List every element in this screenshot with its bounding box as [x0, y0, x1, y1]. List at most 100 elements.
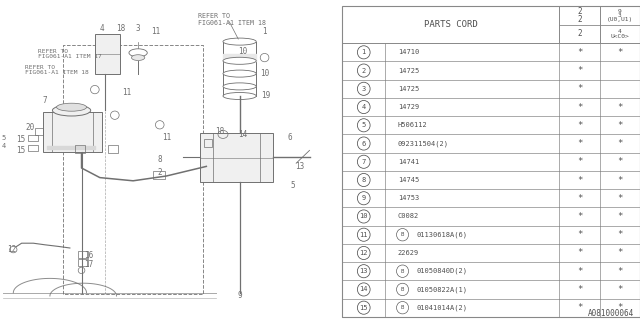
Text: 5: 5 — [2, 135, 6, 140]
Text: *: * — [617, 267, 623, 276]
Text: 12: 12 — [360, 250, 368, 256]
Text: 11: 11 — [122, 88, 131, 97]
Text: REFER TO: REFER TO — [198, 13, 230, 19]
Text: 092311504(2): 092311504(2) — [398, 140, 449, 147]
Text: *: * — [617, 48, 623, 57]
Text: 6: 6 — [287, 133, 292, 142]
Text: 5: 5 — [362, 122, 366, 128]
Text: 4: 4 — [2, 143, 6, 148]
Text: *: * — [577, 175, 582, 185]
Text: H506112: H506112 — [398, 122, 428, 128]
Text: 01041014A(2): 01041014A(2) — [417, 304, 467, 311]
Text: 3: 3 — [362, 86, 366, 92]
Text: *: * — [617, 157, 623, 166]
Bar — [75, 145, 85, 153]
Text: 8: 8 — [157, 156, 162, 164]
Text: 9: 9 — [237, 292, 242, 300]
Bar — [204, 139, 212, 147]
Ellipse shape — [52, 105, 91, 116]
Text: 7: 7 — [43, 96, 47, 105]
Text: 9
3
(U0,U1): 9 3 (U0,U1) — [607, 9, 633, 22]
Text: *: * — [617, 230, 623, 239]
Bar — [28, 135, 38, 141]
Bar — [108, 145, 118, 153]
Ellipse shape — [223, 92, 256, 100]
Text: FIG061-A1 ITEM 17: FIG061-A1 ITEM 17 — [38, 54, 102, 60]
Text: 14753: 14753 — [398, 195, 419, 201]
Text: 5: 5 — [291, 181, 295, 190]
Text: 13: 13 — [360, 268, 368, 274]
Text: FIG061-A1 ITEM 18: FIG061-A1 ITEM 18 — [198, 20, 266, 26]
Text: REFER TO: REFER TO — [25, 65, 55, 70]
Text: 3: 3 — [136, 24, 140, 33]
Text: 11: 11 — [151, 28, 161, 36]
Text: 20: 20 — [26, 124, 35, 132]
Text: *: * — [617, 175, 623, 185]
Text: 11: 11 — [162, 133, 171, 142]
Text: *: * — [577, 139, 582, 148]
Text: 1: 1 — [262, 28, 267, 36]
Text: *: * — [577, 121, 582, 130]
Text: 2: 2 — [362, 68, 366, 74]
FancyBboxPatch shape — [200, 133, 273, 182]
Text: 15: 15 — [16, 146, 25, 155]
Text: A081000064: A081000064 — [588, 309, 634, 318]
Text: B: B — [401, 269, 404, 274]
Text: 01130618A(6): 01130618A(6) — [417, 231, 467, 238]
Text: B: B — [401, 232, 404, 237]
Ellipse shape — [129, 49, 147, 57]
Text: 10: 10 — [360, 213, 368, 220]
Text: *: * — [617, 303, 623, 312]
Text: 2: 2 — [577, 29, 582, 38]
Text: B: B — [401, 305, 404, 310]
Text: 14745: 14745 — [398, 177, 419, 183]
Text: 19: 19 — [262, 92, 271, 100]
Text: *: * — [577, 84, 582, 93]
Text: 01050822A(1): 01050822A(1) — [417, 286, 467, 293]
Bar — [28, 145, 38, 151]
Text: 10: 10 — [238, 47, 248, 56]
Text: 01050840D(2): 01050840D(2) — [417, 268, 467, 275]
Text: *: * — [577, 48, 582, 57]
Text: 17: 17 — [84, 260, 94, 269]
Text: FIG061-A1 ITEM 18: FIG061-A1 ITEM 18 — [25, 70, 89, 76]
Text: 4
U<C0>: 4 U<C0> — [611, 29, 629, 39]
Ellipse shape — [56, 103, 86, 111]
Text: 13: 13 — [295, 162, 304, 171]
Text: 18: 18 — [215, 127, 224, 136]
Text: 14710: 14710 — [398, 49, 419, 55]
Text: *: * — [617, 212, 623, 221]
Text: 14741: 14741 — [398, 159, 419, 165]
Text: *: * — [617, 102, 623, 112]
Text: *: * — [577, 285, 582, 294]
Ellipse shape — [10, 246, 17, 253]
Bar — [44, 112, 102, 152]
Text: 14: 14 — [360, 286, 368, 292]
Bar — [78, 259, 88, 266]
Text: 15: 15 — [360, 305, 368, 311]
Text: *: * — [577, 157, 582, 166]
Text: 15: 15 — [16, 135, 25, 144]
Text: 14729: 14729 — [398, 104, 419, 110]
FancyBboxPatch shape — [95, 34, 120, 74]
Text: 1: 1 — [362, 49, 366, 55]
Text: *: * — [577, 248, 582, 258]
Text: 9: 9 — [362, 195, 366, 201]
Text: *: * — [617, 194, 623, 203]
Text: 2: 2 — [157, 168, 162, 177]
Text: 22629: 22629 — [398, 250, 419, 256]
Text: 10: 10 — [260, 69, 269, 78]
Text: 4: 4 — [362, 104, 366, 110]
Text: 2
2: 2 2 — [577, 7, 582, 24]
Ellipse shape — [223, 57, 256, 64]
Text: REFER TO: REFER TO — [38, 49, 68, 54]
Text: *: * — [577, 66, 582, 75]
Text: B: B — [401, 287, 404, 292]
Text: *: * — [617, 121, 623, 130]
Ellipse shape — [131, 55, 145, 60]
Text: 4: 4 — [99, 24, 104, 33]
Text: 7: 7 — [362, 159, 366, 165]
Text: PARTS CORD: PARTS CORD — [424, 20, 477, 29]
Text: *: * — [617, 248, 623, 258]
Ellipse shape — [223, 70, 256, 77]
